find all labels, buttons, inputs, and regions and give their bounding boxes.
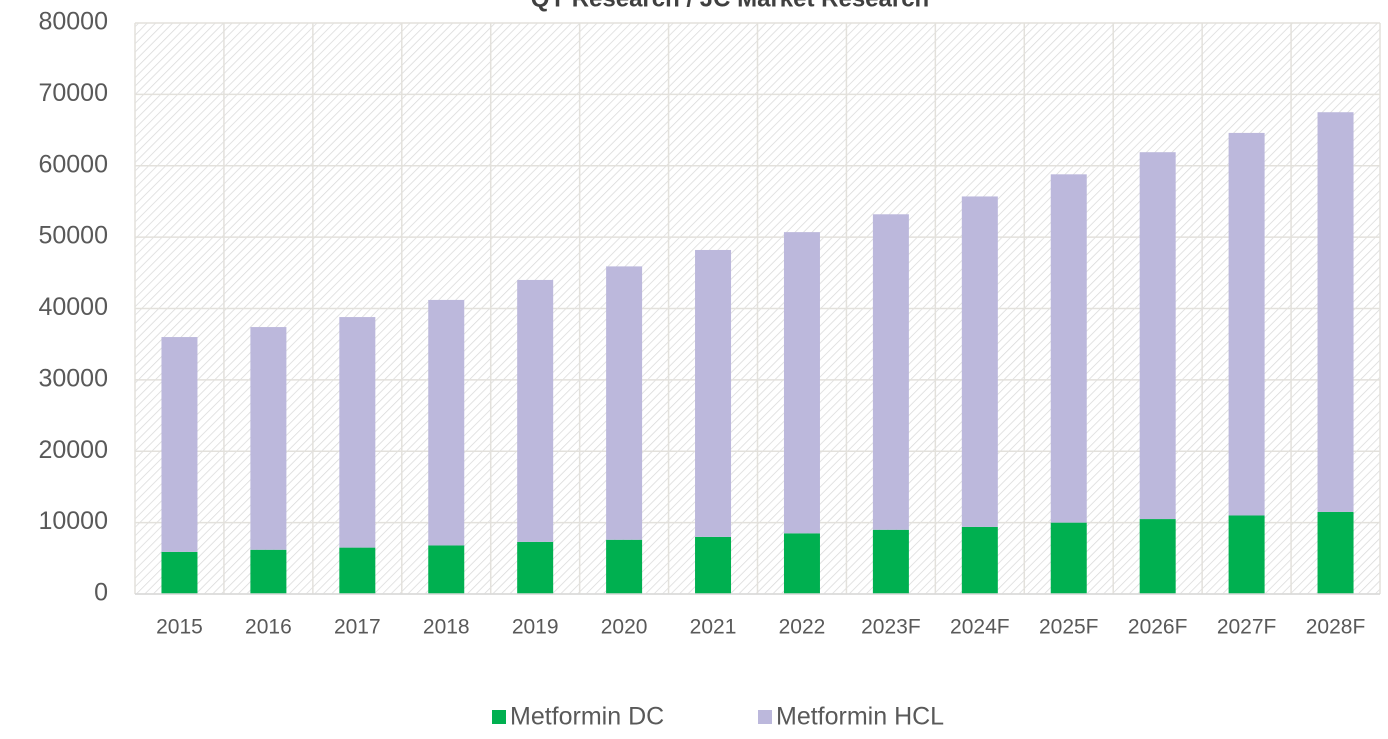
x-tick-label: 2022 bbox=[779, 616, 826, 639]
bar-segment bbox=[428, 545, 465, 594]
chart-title: QY Research / JC Market Research bbox=[531, 0, 929, 12]
bar-segment bbox=[517, 541, 554, 594]
legend-swatch bbox=[492, 710, 506, 724]
bar-segment bbox=[783, 533, 820, 594]
x-tick-label: 2020 bbox=[601, 616, 648, 639]
bar-segment bbox=[250, 549, 287, 594]
bar-segment bbox=[517, 279, 554, 542]
bar-segment bbox=[1050, 174, 1087, 523]
bar-segment bbox=[606, 539, 643, 594]
x-tick-label: 2024F bbox=[950, 616, 1010, 639]
bar-segment bbox=[1139, 152, 1176, 520]
y-tick-label: 60000 bbox=[38, 150, 108, 178]
y-tick-label: 30000 bbox=[38, 364, 108, 392]
y-tick-label: 50000 bbox=[38, 222, 108, 250]
x-tick-label: 2026F bbox=[1128, 616, 1188, 639]
x-tick-label: 2025F bbox=[1039, 616, 1099, 639]
bar-segment bbox=[1050, 522, 1087, 594]
bar-segment bbox=[695, 536, 732, 594]
legend-label: Metformin HCL bbox=[776, 703, 944, 731]
x-tick-label: 2028F bbox=[1306, 616, 1366, 639]
y-tick-label: 80000 bbox=[38, 8, 108, 36]
y-tick-label: 40000 bbox=[38, 293, 108, 321]
y-tick-label: 20000 bbox=[38, 436, 108, 464]
legend-label: Metformin DC bbox=[510, 703, 664, 731]
y-tick-label: 10000 bbox=[38, 507, 108, 535]
bar-segment bbox=[1317, 511, 1354, 594]
bar-segment bbox=[1139, 519, 1176, 594]
bar-segment bbox=[339, 317, 376, 548]
bar-segment bbox=[161, 337, 198, 552]
bar-segment bbox=[783, 232, 820, 534]
legend-swatch bbox=[758, 710, 772, 724]
bar-segment bbox=[1228, 515, 1265, 594]
bar-segment bbox=[606, 266, 643, 540]
bar-segment bbox=[961, 196, 998, 527]
bar-segment bbox=[961, 526, 998, 594]
x-tick-label: 2021 bbox=[690, 616, 737, 639]
x-tick-label: 2027F bbox=[1217, 616, 1277, 639]
bar-segment bbox=[161, 551, 198, 594]
bar-segment bbox=[695, 249, 732, 537]
bar-segment bbox=[428, 299, 465, 546]
bar-segment bbox=[872, 214, 909, 530]
x-tick-label: 2017 bbox=[334, 616, 381, 639]
x-tick-label: 2018 bbox=[423, 616, 470, 639]
x-tick-label: 2023F bbox=[861, 616, 921, 639]
bar-segment bbox=[250, 327, 287, 550]
bar-segment bbox=[872, 529, 909, 594]
bar-segment bbox=[1317, 112, 1354, 512]
x-tick-label: 2019 bbox=[512, 616, 559, 639]
y-tick-label: 0 bbox=[94, 579, 108, 607]
bar-segment bbox=[339, 547, 376, 594]
y-tick-label: 70000 bbox=[38, 79, 108, 107]
x-tick-label: 2016 bbox=[245, 616, 292, 639]
bar-segment bbox=[1228, 132, 1265, 516]
x-tick-label: 2015 bbox=[156, 616, 203, 639]
